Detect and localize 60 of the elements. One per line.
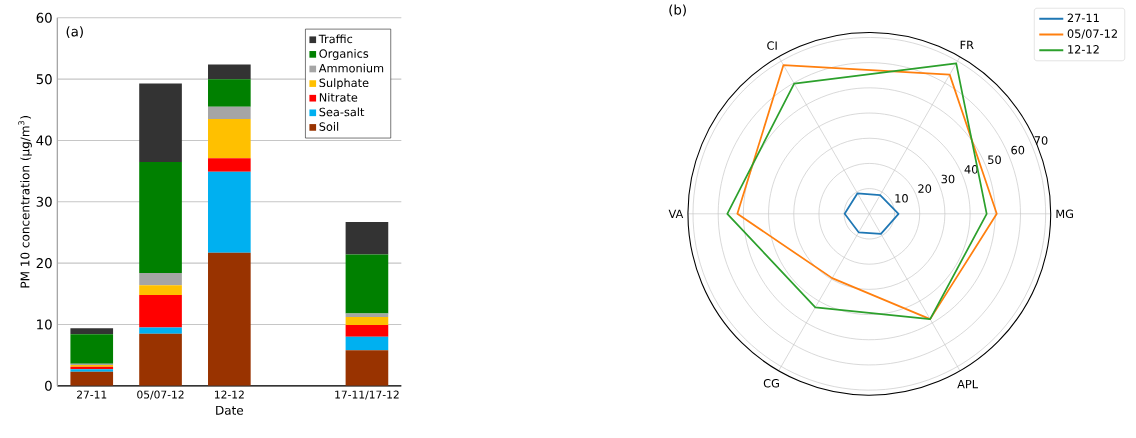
y-tick-label: 30 [941, 174, 955, 184]
legend-label: Ammonium [318, 63, 384, 73]
bar [139, 295, 182, 328]
bar [345, 254, 389, 314]
x-tick-label: 12-12 [215, 390, 244, 399]
x-tick-label: 17-11/17-12 [335, 390, 399, 400]
bar [208, 119, 251, 159]
legend-label: 27-11 [1067, 13, 1099, 23]
bar [139, 273, 182, 286]
bar [139, 285, 182, 296]
spoke-label: APL [957, 380, 978, 389]
bar [208, 252, 251, 386]
legend-label: Soil [319, 122, 339, 131]
bar [139, 333, 182, 386]
bar [345, 317, 389, 326]
y-tick-label: 0 [45, 380, 52, 391]
bar [208, 79, 251, 107]
legend-label: Traffic [318, 34, 353, 44]
bar [139, 83, 182, 163]
bar [208, 106, 251, 120]
bar [70, 371, 114, 386]
y-tick-label: 10 [37, 319, 52, 330]
x-axis-title: Date [216, 406, 244, 415]
bar [70, 334, 114, 364]
legend-label: Nitrate [319, 92, 358, 102]
y-tick-label: 20 [918, 184, 932, 194]
bar [345, 350, 389, 386]
annotation: (a) [66, 26, 83, 39]
bar [208, 171, 251, 253]
y-tick-label: 50 [36, 74, 52, 85]
y-tick-label: 30 [36, 196, 52, 207]
bar [70, 328, 114, 335]
x-tick-label: 27-11 [77, 390, 107, 399]
bar [345, 222, 389, 255]
spoke-label: VA [668, 209, 684, 219]
y-tick-label: 20 [36, 258, 52, 269]
text: (b) [669, 4, 686, 17]
y-tick-label: 40 [36, 135, 52, 146]
bar [139, 162, 182, 274]
x-tick-label: 05/07-12 [137, 390, 184, 400]
y-tick-label: 60 [1011, 145, 1025, 155]
bar [139, 327, 182, 334]
spoke-label: CG [763, 379, 779, 388]
spoke-label: MG [1056, 209, 1074, 219]
legend-label: Sea-salt [319, 107, 365, 117]
spoke-label: FR [960, 40, 974, 50]
bar [208, 158, 251, 172]
y-axis-title: PM 10 concentration (µg/m$^{3}$) [18, 116, 32, 288]
bar [345, 313, 389, 318]
y-tick-label: 50 [988, 155, 1001, 165]
spoke-label: CI [767, 41, 777, 50]
bar [345, 325, 389, 337]
legend-label: Organics [319, 49, 369, 61]
y-tick-label: 10 [895, 194, 908, 203]
bar [345, 336, 389, 351]
legend-label: 12-12 [1068, 45, 1099, 54]
y-tick-label: 60 [36, 12, 52, 23]
legend-label: Sulphate [319, 78, 369, 90]
bar [208, 64, 251, 80]
legend-label: 05/07-12 [1067, 29, 1117, 39]
